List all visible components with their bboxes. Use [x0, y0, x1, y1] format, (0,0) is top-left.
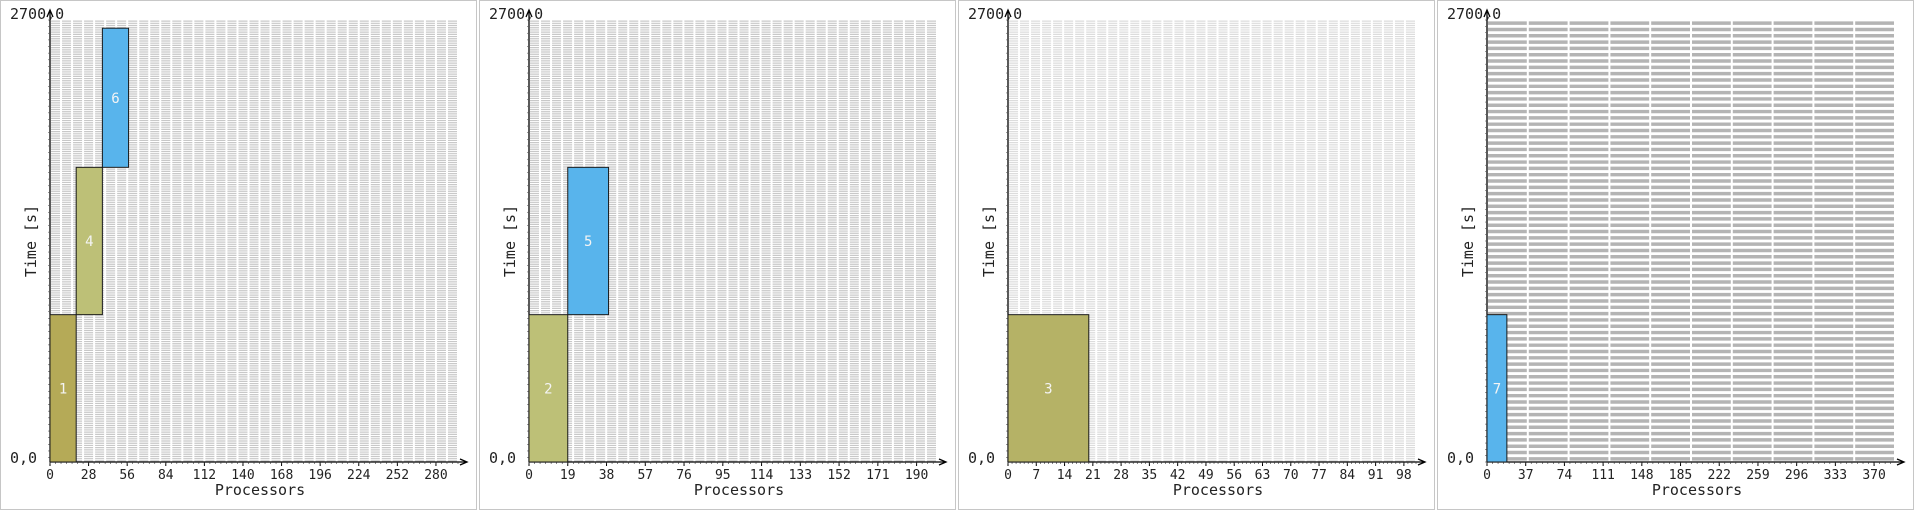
x-tick-label: 95: [715, 468, 731, 483]
x-tick-label: 0: [1004, 468, 1012, 483]
x-tick-label: 196: [308, 468, 331, 483]
x-tick-label: 185: [1669, 468, 1692, 483]
grid-lines: [1488, 21, 1894, 461]
job-2-bar: [528, 314, 569, 463]
x-tick-label: 333: [1824, 468, 1847, 483]
x-tick-label: 0: [1483, 468, 1491, 483]
x-tick-label: 114: [750, 468, 774, 483]
y-max-label: 2700,0: [489, 5, 543, 23]
x-tick-label: 74: [1557, 468, 1573, 483]
x-tick-label: 190: [905, 468, 928, 483]
x-tick-label: 57: [637, 468, 653, 483]
x-axis-arrow: [1896, 458, 1906, 466]
x-tick-label: 133: [789, 468, 812, 483]
chart-panel-2: 2700,0 0,0 Time [s] 0 19 38 57 76 95 114 133 152 171…: [479, 0, 956, 510]
chart-panel-1: 2700,0 0,0 Time [s] 0 28 56 84 112 140 168 196 224 2…: [0, 0, 477, 510]
x-axis-arrow: [459, 458, 469, 466]
x-tick-label: 370: [1862, 468, 1885, 483]
job-5-bar: [567, 166, 610, 316]
x-tick-label: 112: [193, 468, 216, 483]
x-tick-label: 171: [866, 468, 889, 483]
chart-panel-4: 2700,0 0,0 Time [s] 0 37 74 111 148 185 222 259 296…: [1437, 0, 1914, 510]
x-tick-label: 252: [386, 468, 409, 483]
x-tick-label: 224: [347, 468, 371, 483]
job-7-label: 7: [1493, 381, 1501, 397]
grid: [1009, 20, 1415, 462]
job-5-label: 5: [584, 234, 592, 250]
x-tick-label: 42: [1170, 468, 1186, 483]
x-axis-label: Processors: [1173, 481, 1263, 499]
y-axis-arrow: [1483, 8, 1491, 18]
x-axis-arrow: [1417, 458, 1427, 466]
x-tick-label: 280: [424, 468, 447, 483]
x-tick-label: 21: [1085, 468, 1101, 483]
x-tick-label: 76: [676, 468, 692, 483]
x-tick-label: 14: [1057, 468, 1073, 483]
x-tick-label: 7: [1032, 468, 1040, 483]
x-tick-label: 84: [158, 468, 174, 483]
x-tick-label: 222: [1708, 468, 1731, 483]
x-tick-label: 91: [1368, 468, 1384, 483]
y-min-label: 0,0: [1447, 449, 1474, 467]
x-axis-label: Processors: [1652, 481, 1742, 499]
job-3-label: 3: [1044, 381, 1052, 397]
grid: [1488, 21, 1894, 461]
x-tick-label: 37: [1518, 468, 1534, 483]
x-tick-label: 168: [270, 468, 293, 483]
job-1-bar: [49, 314, 77, 463]
y-axis-label: Time [s]: [1459, 205, 1477, 277]
x-tick-label: 28: [81, 468, 97, 483]
y-min-label: 0,0: [489, 449, 516, 467]
x-tick-label: 98: [1396, 468, 1412, 483]
x-tick-label: 63: [1255, 468, 1271, 483]
job-1-label: 1: [59, 381, 67, 397]
x-tick-label: 35: [1142, 468, 1158, 483]
x-tick-label: 111: [1591, 468, 1614, 483]
grid-lines: [1009, 20, 1415, 462]
x-tick-label: 296: [1785, 468, 1808, 483]
x-tick-label: 152: [827, 468, 850, 483]
y-max-label: 2700,0: [10, 5, 64, 23]
x-tick-label: 140: [231, 468, 254, 483]
job-4-label: 4: [85, 234, 93, 250]
job-4-bar: [75, 166, 103, 316]
y-axis-arrow: [46, 8, 54, 18]
y-axis-label: Time [s]: [22, 205, 40, 277]
y-min-label: 0,0: [968, 449, 995, 467]
y-axis-label: Time [s]: [501, 205, 519, 277]
y-min-label: 0,0: [10, 449, 37, 467]
x-tick-label: 49: [1198, 468, 1214, 483]
chart-panel-3: 2700,0 0,0 Time [s] 0 7 14 21 28 35 42 49 56 63 70 77 8…: [958, 0, 1435, 510]
x-tick-label: 19: [560, 468, 576, 483]
job-6-label: 6: [111, 91, 119, 107]
job-6-bar: [101, 27, 130, 168]
x-tick-label: 84: [1339, 468, 1355, 483]
x-tick-label: 28: [1113, 468, 1129, 483]
x-tick-label: 148: [1630, 468, 1653, 483]
x-tick-label: 259: [1746, 468, 1769, 483]
y-max-label: 2700,0: [968, 5, 1022, 23]
x-tick-label: 0: [525, 468, 533, 483]
y-max-label: 2700,0: [1447, 5, 1501, 23]
y-axis-arrow: [525, 8, 533, 18]
x-tick-label: 0: [46, 468, 54, 483]
x-tick-label: 56: [119, 468, 135, 483]
x-axis-arrow: [938, 458, 948, 466]
x-tick-label: 38: [599, 468, 615, 483]
job-7-bar: [1486, 314, 1508, 463]
y-axis-label: Time [s]: [980, 205, 998, 277]
x-tick-label: 70: [1283, 468, 1299, 483]
job-3-bar: [1007, 314, 1090, 463]
x-axis-label: Processors: [215, 481, 305, 499]
x-tick-label: 56: [1226, 468, 1242, 483]
x-tick-label: 77: [1311, 468, 1327, 483]
job-2-label: 2: [544, 381, 552, 397]
x-axis-label: Processors: [694, 481, 784, 499]
y-axis-arrow: [1004, 8, 1012, 18]
